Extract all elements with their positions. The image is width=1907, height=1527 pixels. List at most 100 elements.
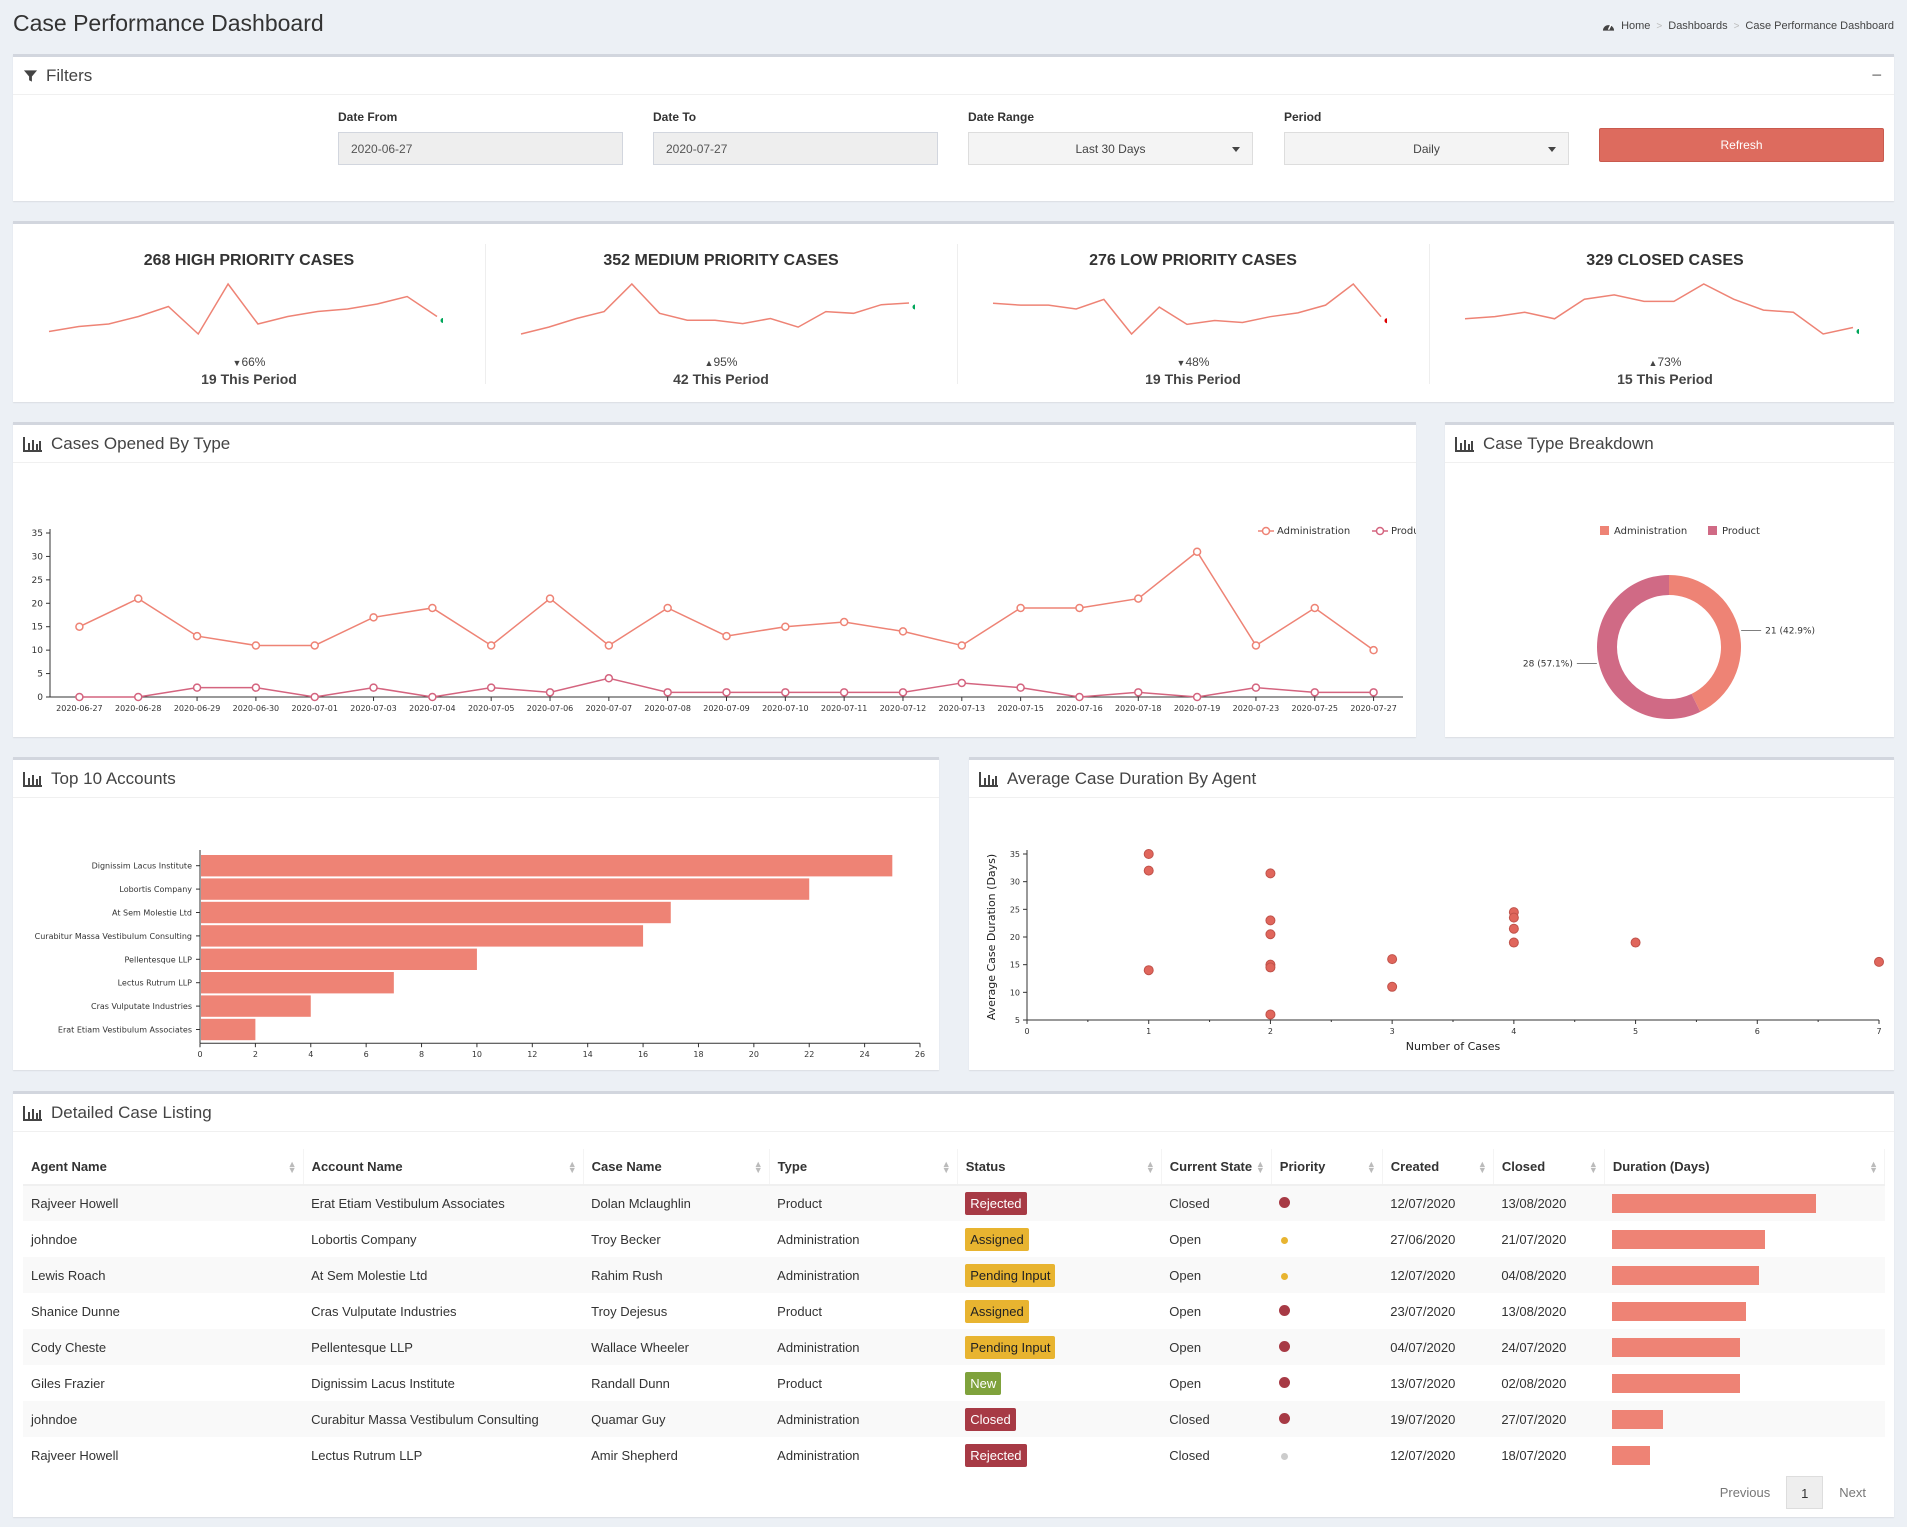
data-point[interactable] <box>957 641 967 650</box>
pagination-next[interactable]: Next <box>1839 1485 1866 1500</box>
data-point[interactable] <box>1251 641 1261 650</box>
table-row[interactable]: johndoe Lobortis Company Troy Becker Admini… <box>23 1221 1885 1257</box>
column-header[interactable]: Account Name ▲ ▼ <box>303 1149 584 1186</box>
data-point[interactable] <box>251 683 261 692</box>
sort-icon[interactable]: ▲ ▼ <box>1145 1159 1155 1175</box>
sort-icon[interactable]: ▲ ▼ <box>287 1159 297 1175</box>
table-row[interactable]: Cody Cheste Pellentesque LLP Wallace Wheel… <box>23 1329 1885 1365</box>
legend-label[interactable]: Administration <box>1614 526 1687 537</box>
sort-icon[interactable]: ▲ ▼ <box>1366 1159 1376 1175</box>
bar[interactable] <box>201 925 644 947</box>
data-point[interactable] <box>1310 688 1320 697</box>
data-point[interactable] <box>1016 683 1025 692</box>
data-point[interactable] <box>75 692 84 702</box>
data-point[interactable] <box>839 617 849 627</box>
data-point[interactable] <box>251 641 261 650</box>
scatter-point[interactable] <box>1265 962 1276 973</box>
bar[interactable] <box>201 948 477 970</box>
scatter-point[interactable] <box>1387 981 1398 992</box>
data-point[interactable] <box>486 683 496 692</box>
column-header[interactable]: Priority ▲ ▼ <box>1271 1149 1383 1186</box>
data-point[interactable] <box>1369 688 1378 697</box>
data-point[interactable] <box>545 594 555 603</box>
scatter-point[interactable] <box>1874 956 1884 967</box>
data-point[interactable] <box>781 622 790 631</box>
column-header[interactable]: Current State ▲ ▼ <box>1161 1149 1272 1186</box>
data-point[interactable] <box>1134 594 1143 603</box>
scatter-point[interactable] <box>1265 915 1276 926</box>
sort-icon[interactable]: ▲ ▼ <box>567 1159 577 1175</box>
data-point[interactable] <box>192 683 202 692</box>
data-point[interactable] <box>1134 688 1143 697</box>
scatter-point[interactable] <box>1508 912 1519 923</box>
data-point[interactable] <box>1075 603 1084 613</box>
bar[interactable] <box>201 972 394 994</box>
scatter-point[interactable] <box>1630 937 1641 948</box>
legend-label[interactable]: Administration <box>1277 526 1350 537</box>
bar[interactable] <box>201 878 810 900</box>
data-point[interactable] <box>75 622 84 631</box>
data-point[interactable] <box>428 692 437 702</box>
table-row[interactable]: Rajveer Howell Lectus Rutrum LLP Amir Shep… <box>23 1437 1885 1473</box>
column-header[interactable]: Closed ▲ ▼ <box>1493 1149 1605 1186</box>
filters-header[interactable]: Filters <box>13 57 1894 95</box>
data-point[interactable] <box>663 688 672 697</box>
donut-slice[interactable] <box>1669 575 1741 712</box>
column-header[interactable]: Agent Name ▲ ▼ <box>23 1149 304 1186</box>
bar[interactable] <box>201 1018 256 1041</box>
data-point[interactable] <box>957 678 967 688</box>
pagination-page-1[interactable]: 1 <box>1786 1476 1824 1509</box>
table-row[interactable]: Rajveer Howell Erat Etiam Vestibulum Asso… <box>23 1185 1885 1221</box>
data-point[interactable] <box>839 688 849 697</box>
data-point[interactable] <box>898 688 908 697</box>
donut-slice[interactable] <box>1597 575 1701 719</box>
sort-icon[interactable]: ▲ ▼ <box>1255 1159 1265 1175</box>
sort-icon[interactable]: ▲ ▼ <box>1869 1159 1878 1175</box>
data-point[interactable] <box>722 631 731 641</box>
data-point[interactable] <box>545 688 555 697</box>
data-point[interactable] <box>604 674 614 683</box>
date-to-input[interactable]: 2020-07-27 <box>653 132 938 165</box>
refresh-button[interactable]: Refresh <box>1599 128 1884 162</box>
column-header[interactable]: Case Name ▲ ▼ <box>583 1149 770 1186</box>
data-point[interactable] <box>192 631 202 641</box>
data-point[interactable] <box>1192 692 1202 702</box>
data-point[interactable] <box>486 641 496 650</box>
date-range-select[interactable]: Last 30 Days <box>968 132 1253 165</box>
sort-icon[interactable]: ▲ ▼ <box>1477 1159 1487 1175</box>
data-point[interactable] <box>369 683 378 692</box>
scatter-point[interactable] <box>1265 868 1276 879</box>
scatter-point[interactable] <box>1508 923 1519 934</box>
table-row[interactable]: johndoe Curabitur Massa Vestibulum Consul… <box>23 1401 1885 1437</box>
breadcrumb-home[interactable]: Home <box>1621 20 1651 32</box>
bar[interactable] <box>201 855 893 877</box>
data-point[interactable] <box>133 692 143 702</box>
data-point[interactable] <box>1369 645 1378 655</box>
data-point[interactable] <box>898 627 908 636</box>
period-select[interactable]: Daily <box>1284 132 1569 165</box>
data-point[interactable] <box>310 641 319 650</box>
data-point[interactable] <box>428 603 437 613</box>
breadcrumb-dashboards[interactable]: Dashboards <box>1668 20 1728 32</box>
data-point[interactable] <box>1192 547 1202 556</box>
column-header[interactable]: Created ▲ ▼ <box>1382 1149 1494 1186</box>
sort-icon[interactable]: ▲ ▼ <box>1588 1159 1598 1175</box>
table-row[interactable]: Giles Frazier Dignissim Lacus Institute Ra… <box>23 1365 1885 1401</box>
scatter-point[interactable] <box>1265 929 1276 940</box>
data-point[interactable] <box>604 641 614 650</box>
sort-icon[interactable]: ▲ ▼ <box>941 1159 951 1175</box>
scatter-point[interactable] <box>1508 937 1519 948</box>
date-from-input[interactable]: 2020-06-27 <box>338 132 623 165</box>
scatter-point[interactable] <box>1387 954 1398 965</box>
data-point[interactable] <box>1310 603 1320 613</box>
data-point[interactable] <box>133 594 143 603</box>
data-point[interactable] <box>1075 692 1084 702</box>
table-row[interactable]: Shanice Dunne Cras Vulputate Industries Tr… <box>23 1293 1885 1329</box>
bar[interactable] <box>201 995 311 1017</box>
legend-label[interactable]: Product <box>1391 526 1429 537</box>
legend-label[interactable]: Product <box>1722 526 1760 537</box>
scatter-point[interactable] <box>1265 1009 1276 1020</box>
scatter-point[interactable] <box>1143 849 1154 859</box>
data-point[interactable] <box>663 603 672 613</box>
column-header[interactable]: Duration (Days) ▲ ▼ <box>1604 1149 1886 1186</box>
